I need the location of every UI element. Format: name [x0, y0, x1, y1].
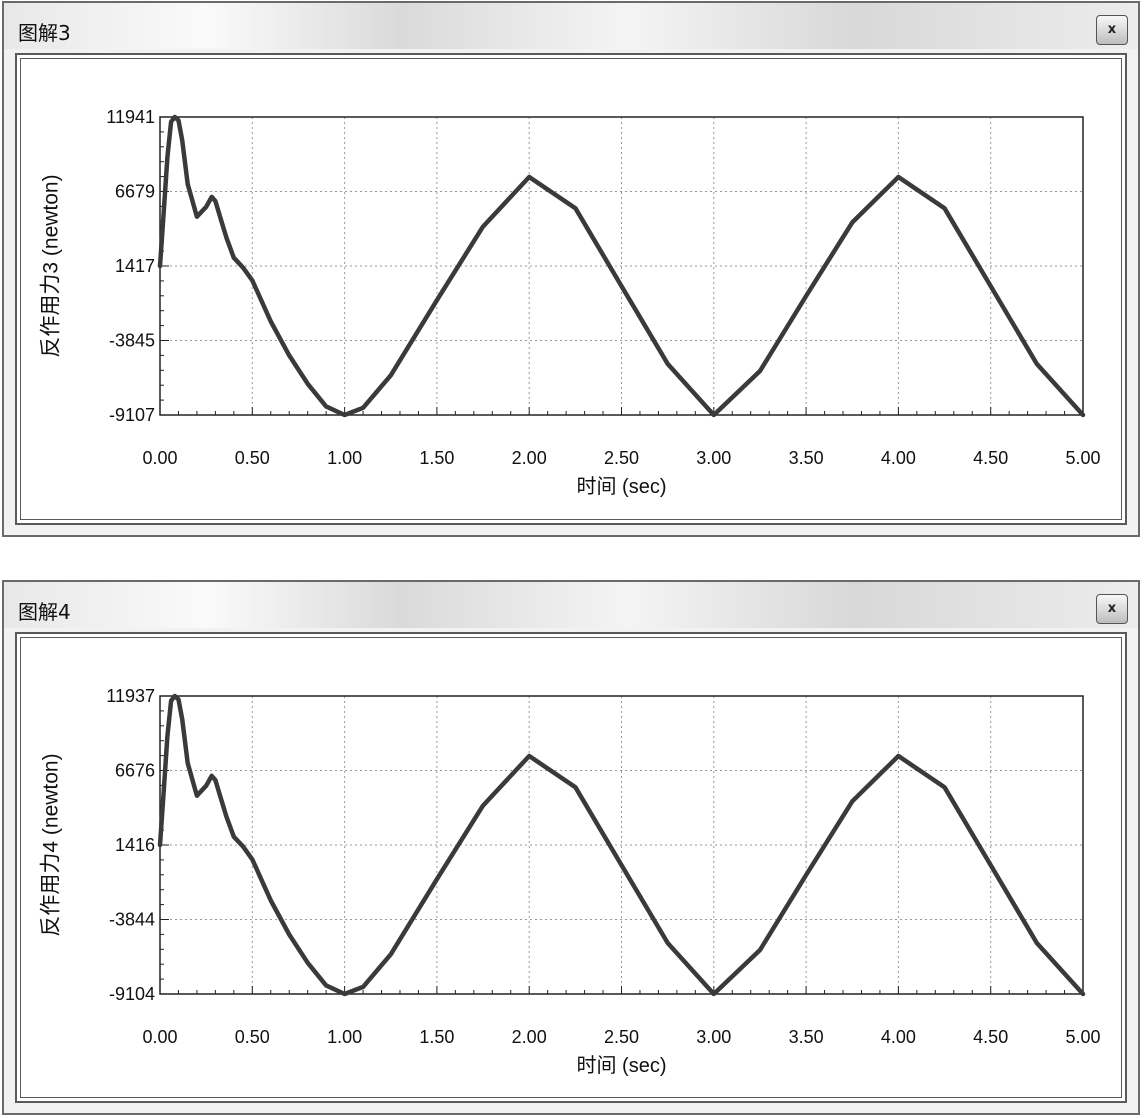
y-axis-label: 反作用力3 (newton) [40, 174, 63, 357]
y-tick-label: -9104 [109, 984, 155, 1004]
y-tick-label: 11941 [106, 107, 155, 127]
x-tick-label: 1.50 [419, 448, 454, 468]
x-tick-label: 0.50 [235, 1027, 270, 1047]
x-tick-label: 1.00 [327, 448, 362, 468]
x-tick-label: 2.50 [604, 448, 639, 468]
x-tick-label: 2.00 [512, 1027, 547, 1047]
y-tick-label: -3844 [109, 910, 155, 930]
series-line [157, 114, 1086, 418]
close-icon: x [1107, 22, 1117, 37]
x-tick-label: 4.00 [881, 1027, 916, 1047]
plot-window-4: 图解4 x 0.00 0.50 1.00 1.50 2.00 2.50 3.00 3.50 4.… [2, 580, 1140, 1115]
x-tick-label: 2.50 [604, 1027, 639, 1047]
y-tick-label: -9107 [109, 405, 155, 425]
x-tick-label: 5.00 [1065, 448, 1100, 468]
x-tick-label: 4.00 [881, 448, 916, 468]
x-tick-label: 2.00 [512, 448, 547, 468]
x-tick-label: 5.00 [1065, 1027, 1100, 1047]
plot-panel [15, 53, 1127, 525]
plot-panel-inner-border [20, 637, 1122, 1098]
window-title: 图解3 [18, 21, 71, 45]
x-tick-label: 0.00 [142, 1027, 177, 1047]
x-tick-label: 3.50 [789, 1027, 824, 1047]
y-tick-label: -3845 [109, 331, 155, 351]
plot-window-3: 图解3 x 0.00 0.50 1.00 1.50 2.00 2.50 3.00 3.50 4.… [2, 1, 1140, 537]
x-tick-label: 3.00 [696, 448, 731, 468]
x-axis-label: 时间 (sec) [577, 1054, 667, 1077]
window-title: 图解4 [18, 600, 71, 624]
x-tick-label: 1.50 [419, 1027, 454, 1047]
x-tick-label: 1.00 [327, 1027, 362, 1047]
plot-panel-inner-border [20, 58, 1122, 520]
x-tick-label: 0.50 [235, 448, 270, 468]
x-tick-label: 3.00 [696, 1027, 731, 1047]
y-axis-label: 反作用力4 (newton) [40, 753, 63, 936]
y-tick-label: 1416 [115, 835, 155, 855]
x-tick-label: 3.50 [789, 448, 824, 468]
reaction-force-3-chart: 0.00 0.50 1.00 1.50 2.00 2.50 3.00 3.50 4.00 4.50… [40, 107, 1101, 498]
series-line [157, 693, 1086, 997]
plot-panel [15, 632, 1127, 1103]
y-tick-label: 6679 [115, 182, 155, 202]
close-button[interactable]: x [1096, 15, 1128, 45]
y-tick-label: 1417 [115, 256, 155, 276]
x-tick-label: 4.50 [973, 1027, 1008, 1047]
x-tick-label: 4.50 [973, 448, 1008, 468]
close-icon: x [1107, 601, 1117, 616]
close-button[interactable]: x [1096, 594, 1128, 624]
reaction-force-4-chart: 0.00 0.50 1.00 1.50 2.00 2.50 3.00 3.50 4.00 4.50… [40, 686, 1101, 1077]
y-tick-label: 11937 [106, 686, 155, 706]
window-titlebar[interactable]: 图解3 x [4, 3, 1138, 49]
y-tick-label: 6676 [115, 761, 155, 781]
window-titlebar[interactable]: 图解4 x [4, 582, 1138, 628]
x-axis-label: 时间 (sec) [577, 475, 667, 498]
x-tick-label: 0.00 [142, 448, 177, 468]
